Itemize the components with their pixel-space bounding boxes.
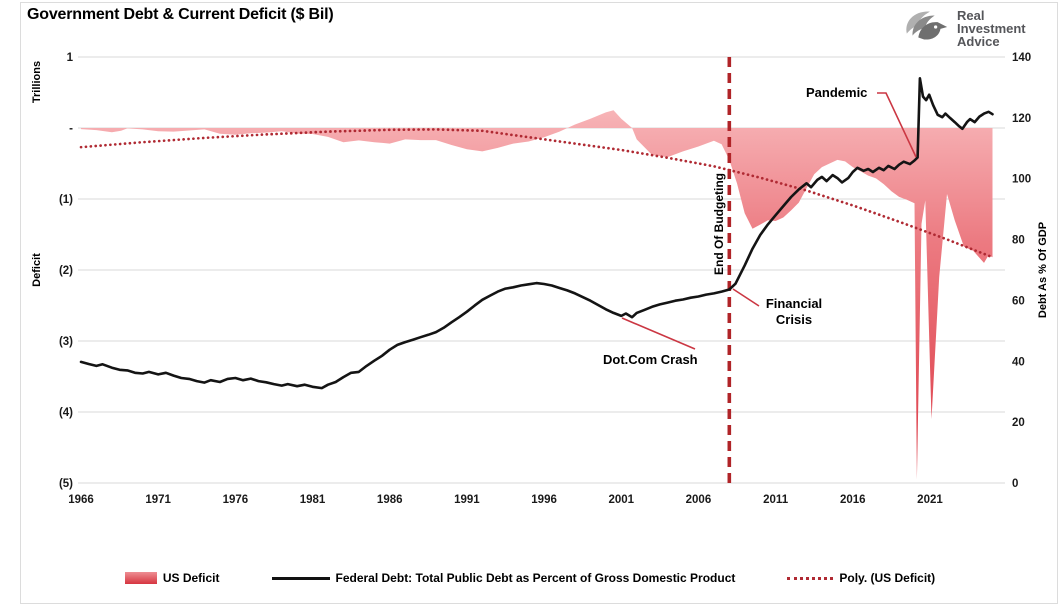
left-axis-tick-label: (1) [59, 194, 73, 206]
brand-name: Real Investment Advice [957, 9, 1026, 48]
right-axis-tick-label: 40 [1012, 356, 1025, 368]
left-axis-tick-label: 1 [67, 52, 74, 64]
federal-debt-line-series [79, 77, 994, 390]
poly-trendline-series [79, 128, 994, 259]
left-axis-tick-label: (5) [59, 478, 73, 490]
x-axis-tick-label: 1981 [300, 494, 326, 506]
eagle-logo-icon [903, 6, 951, 51]
dotted-swatch-icon [787, 576, 834, 580]
brand-line: Investment [957, 21, 1026, 36]
x-axis-tick-label: 1996 [531, 494, 557, 506]
end-of-budgeting-label: End Of Budgeting [712, 173, 726, 275]
right-axis-tick-label: 60 [1012, 295, 1025, 307]
area-swatch-icon [124, 572, 157, 584]
x-axis-tick-label: 1976 [223, 494, 249, 506]
left-axis-unit-label: Trillions [31, 60, 43, 104]
dotcom-leader-line [621, 317, 696, 350]
brand-logo: Real Investment Advice [903, 6, 1026, 51]
right-axis-tick-label: 0 [1012, 478, 1018, 490]
legend-item-federal-debt: Federal Debt: Total Public Debt as Perce… [271, 571, 736, 585]
legend-label: US Deficit [162, 571, 220, 585]
financial-crisis-line1: Financial [765, 296, 823, 311]
chart-legend: US Deficit Federal Debt: Total Public De… [0, 571, 1060, 585]
right-axis-tick-label: 20 [1012, 417, 1025, 429]
left-axis-tick-label: - [69, 123, 73, 135]
x-axis-tick-label: 2021 [917, 494, 943, 506]
right-axis-tick-label: 80 [1012, 235, 1025, 247]
x-axis-tick-label: 1991 [454, 494, 480, 506]
x-axis-tick-label: 1971 [145, 494, 171, 506]
pandemic-annotation: Pandemic [806, 85, 868, 100]
x-axis-tick-label: 1966 [68, 494, 94, 506]
right-axis-tick-label: 140 [1012, 52, 1031, 64]
x-axis-tick-label: 2001 [608, 494, 634, 506]
chart-title: Government Debt & Current Deficit ($ Bil… [27, 6, 334, 23]
financial-crisis-line2: Crisis [775, 312, 813, 327]
x-axis-tick-label: 2016 [840, 494, 866, 506]
legend-label: Poly. (US Deficit) [839, 571, 936, 585]
left-axis-tick-label: (3) [59, 336, 73, 348]
x-axis-tick-label: 2006 [686, 494, 712, 506]
x-axis-tick-label: 2011 [763, 494, 789, 506]
right-axis-tick-label: 120 [1012, 113, 1031, 125]
right-axis-tick-label: 100 [1012, 174, 1031, 186]
brand-line: Advice [957, 34, 1000, 49]
pandemic-leader-line [877, 92, 917, 158]
left-axis-tick-label: (2) [59, 265, 73, 277]
line-swatch-icon [271, 576, 330, 580]
dotcom-crash-annotation: Dot.Com Crash [603, 352, 698, 367]
left-axis-tick-label: (4) [59, 407, 73, 419]
financial-crisis-annotation: Financial Crisis [758, 296, 830, 328]
legend-label: Federal Debt: Total Public Debt as Perce… [335, 571, 736, 585]
financial-crisis-leader-line [732, 288, 760, 307]
x-axis-tick-label: 1986 [377, 494, 403, 506]
legend-item-poly: Poly. (US Deficit) [787, 571, 935, 585]
brand-line: Real [957, 8, 985, 23]
legend-item-us-deficit: US Deficit [124, 571, 220, 585]
right-axis-title: Debt As % Of GDP [1037, 221, 1049, 319]
left-axis-title: Deficit [31, 253, 43, 287]
us-deficit-area-series [81, 110, 993, 480]
